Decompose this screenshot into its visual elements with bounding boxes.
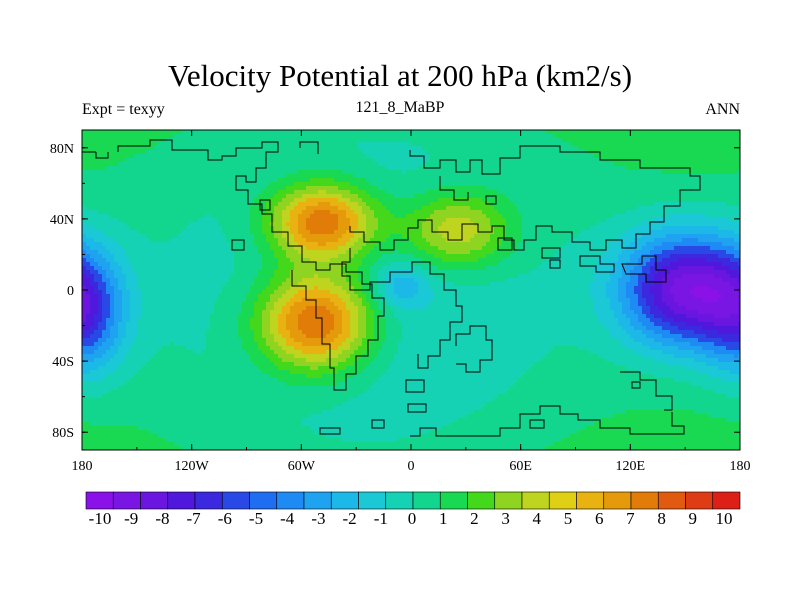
colorbar-label: -2 bbox=[343, 509, 357, 528]
colorbar-swatch bbox=[330, 491, 359, 510]
colorbar-label: -9 bbox=[124, 509, 138, 528]
y-tick-label: 80N bbox=[50, 142, 74, 157]
experiment-label: Expt = texyy bbox=[82, 101, 165, 118]
colorbar-swatch bbox=[657, 491, 686, 510]
colorbar-swatch bbox=[412, 491, 441, 510]
colorbar-label: 7 bbox=[626, 509, 635, 528]
colorbar-swatch bbox=[358, 491, 387, 510]
colorbar-label: 9 bbox=[689, 509, 698, 528]
x-tick-label: 180 bbox=[72, 459, 93, 474]
colorbar-swatch bbox=[576, 491, 605, 510]
colorbar-swatch bbox=[548, 491, 577, 510]
y-tick-label: 40N bbox=[50, 213, 74, 228]
colorbar-swatch bbox=[630, 491, 659, 510]
x-tick-label: 0 bbox=[408, 459, 415, 474]
colorbar-swatch bbox=[249, 491, 278, 510]
colorbar-swatch bbox=[494, 491, 523, 510]
colorbar-swatch bbox=[303, 491, 332, 510]
colorbar-swatch bbox=[467, 491, 496, 510]
colorbar-label: 3 bbox=[501, 509, 510, 528]
colorbar-swatch bbox=[112, 491, 141, 510]
colorbar-swatch bbox=[221, 491, 250, 510]
colorbar-swatch bbox=[385, 491, 414, 510]
colorbar-swatch bbox=[194, 491, 223, 510]
axis-ticks: 180 120W 60W 0 60E 120E 180 80N 40N 0 40S 80S bbox=[50, 130, 751, 474]
colorbar-swatch bbox=[712, 491, 741, 510]
colorbar-swatch bbox=[439, 491, 468, 510]
figure-title: Velocity Potential at 200 hPa (km2/s) bbox=[167, 58, 633, 93]
colorbar-label: 0 bbox=[408, 509, 417, 528]
colorbar-label: -4 bbox=[280, 509, 295, 528]
colorbar-swatch bbox=[140, 491, 169, 510]
x-tick-label: 180 bbox=[730, 459, 751, 474]
colorbar-swatch bbox=[521, 491, 550, 510]
colorbar-label: -6 bbox=[218, 509, 232, 528]
x-tick-label: 120E bbox=[616, 459, 646, 474]
colorbar-label: 8 bbox=[657, 509, 666, 528]
case-label: 121_8_MaBP bbox=[355, 99, 445, 116]
colorbar-swatch bbox=[603, 491, 632, 510]
colorbar-label: -8 bbox=[155, 509, 169, 528]
y-tick-label: 80S bbox=[52, 426, 74, 441]
colorbar-swatch bbox=[685, 491, 714, 510]
y-tick-label: 40S bbox=[52, 355, 74, 370]
colorbar-label: 1 bbox=[439, 509, 448, 528]
colorbar-label: 5 bbox=[564, 509, 573, 528]
colorbar-swatch bbox=[276, 491, 305, 510]
x-tick-label: 60W bbox=[288, 459, 316, 474]
colorbar-label: -10 bbox=[89, 509, 112, 528]
colorbar-label: 10 bbox=[716, 509, 733, 528]
colorbar-label: 4 bbox=[533, 509, 542, 528]
y-tick-label: 0 bbox=[67, 284, 74, 299]
x-tick-label: 60E bbox=[509, 459, 532, 474]
colorbar-swatch bbox=[85, 491, 114, 510]
x-tick-label: 120W bbox=[175, 459, 210, 474]
colorbar-label: -1 bbox=[374, 509, 388, 528]
colorbar-label: -7 bbox=[187, 509, 202, 528]
colorbar-label: 2 bbox=[470, 509, 479, 528]
colorbar-swatch bbox=[167, 491, 196, 510]
colorbar-label: -5 bbox=[249, 509, 263, 528]
coastlines bbox=[82, 139, 701, 437]
colorbar-label: 6 bbox=[595, 509, 604, 528]
colorbar-label: -3 bbox=[311, 509, 325, 528]
contour-field bbox=[82, 130, 740, 450]
colorbar: -10 -9 -8 -7 -6 -5 -4 -3 -2 -1 0 1 2 3 4 5 6 7 8 9 10 bbox=[85, 491, 741, 528]
season-label: ANN bbox=[705, 101, 740, 118]
